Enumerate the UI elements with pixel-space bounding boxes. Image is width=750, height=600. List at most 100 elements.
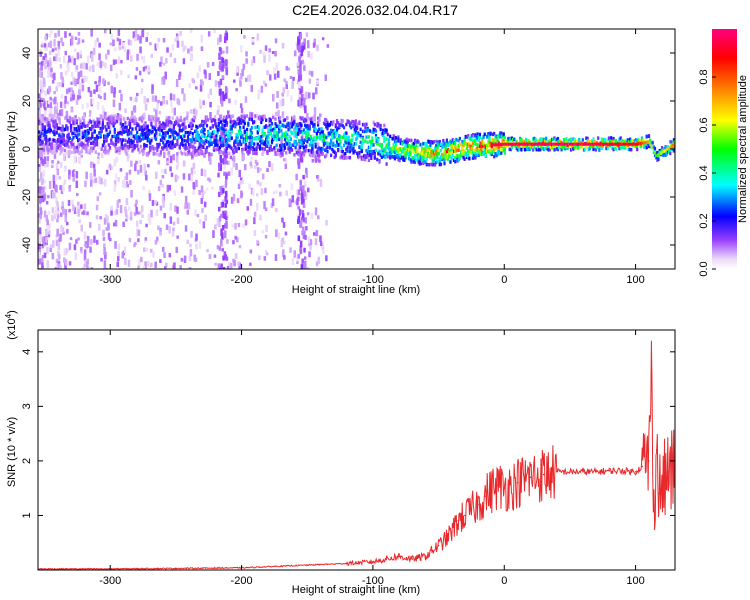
noise-cell (160, 56, 163, 64)
ridge-cell (422, 141, 425, 146)
ridge-cell (432, 162, 435, 166)
ridge-core (627, 142, 630, 146)
noise-cell (249, 111, 252, 119)
noise-cell (105, 169, 109, 175)
noise-cell (57, 251, 60, 257)
ridge-cell (181, 128, 184, 133)
noise-cell (217, 105, 220, 112)
ridge-cell (101, 118, 104, 123)
noise-cell (244, 219, 248, 226)
ridge-cell (379, 143, 382, 148)
ridge-cell (90, 141, 93, 146)
snr-frame (37, 329, 676, 571)
snr-point (424, 555, 427, 558)
noise-cell (134, 75, 138, 80)
ridge-cell (107, 143, 110, 147)
ridge-cell (266, 135, 269, 139)
ridge-cell (438, 139, 441, 144)
ridge-cell (326, 141, 329, 145)
noise-cell (43, 43, 47, 48)
ridge-cell (516, 148, 519, 152)
ridge-cell (59, 140, 62, 145)
ridge-cell (75, 135, 78, 139)
ridge-cell (307, 132, 310, 137)
snr-point (595, 471, 597, 473)
ridge-cell (435, 152, 438, 156)
ridge-core (591, 142, 594, 146)
ridge-core (520, 142, 523, 146)
ridge-cell (234, 139, 237, 143)
noise-cell (217, 263, 220, 269)
ridge-cell (74, 115, 77, 119)
ridge-cell (471, 156, 474, 160)
ridge-cell (132, 139, 135, 144)
ridge-core (670, 145, 673, 149)
ridge-cell (361, 129, 365, 134)
ridge-cell (387, 144, 391, 148)
ridge-cell (247, 121, 250, 126)
ridge-cell (55, 131, 58, 135)
ridge-cell (88, 113, 91, 118)
ridge-cell (413, 154, 417, 158)
noise-cell (144, 170, 147, 176)
ridge-cell (306, 128, 309, 132)
noise-cell (113, 87, 116, 94)
ridge-cell (664, 145, 667, 149)
noise-cell (73, 207, 77, 214)
noise-cell (203, 201, 207, 208)
ridge-cell (139, 138, 142, 142)
ridge-cell (144, 136, 147, 140)
ridge-cell (199, 123, 203, 127)
noise-cell (304, 144, 307, 153)
ridge-core (504, 142, 508, 146)
ridge-cell (397, 139, 400, 143)
noise-cell (138, 160, 142, 164)
noise-cell (172, 154, 175, 161)
ridge-cell (372, 127, 375, 132)
ridge-cell (616, 144, 619, 148)
noise-cell (59, 64, 63, 69)
noise-cell (144, 103, 148, 111)
ridge-cell (580, 145, 583, 149)
ridge-core (668, 146, 671, 150)
noise-cell (303, 247, 306, 253)
ridge-cell (345, 141, 348, 145)
noise-cell (305, 91, 308, 100)
ridge-cell (282, 144, 285, 148)
ridge-cell (513, 137, 516, 141)
noise-cell (242, 223, 245, 228)
ridge-cell (60, 128, 63, 132)
ridge-cell (312, 124, 315, 128)
ridge-cell (634, 138, 638, 142)
ridge-cell (72, 142, 75, 147)
noise-cell (299, 248, 303, 255)
ridge-cell (42, 148, 45, 152)
noise-cell (38, 203, 41, 208)
ridge-cell (165, 115, 168, 120)
ridge-cell (318, 135, 321, 140)
ridge-cell (438, 142, 441, 146)
noise-cell (76, 192, 79, 197)
ridge-cell (413, 138, 417, 143)
ridge-cell (223, 123, 226, 128)
noise-cell (90, 239, 93, 245)
noise-cell (130, 190, 133, 198)
ridge-cell (294, 126, 297, 130)
ridge-cell (216, 128, 219, 132)
ridge-cell (435, 160, 438, 165)
ridge-cell (59, 126, 62, 131)
ridge-cell (256, 142, 259, 147)
ridge-cell (147, 117, 151, 121)
ridge-cell (509, 147, 512, 152)
ridge-cell (195, 153, 198, 157)
noise-cell (141, 56, 144, 60)
noise-cell (307, 187, 310, 193)
ridge-cell (334, 154, 337, 158)
ridge-cell (45, 130, 48, 134)
ridge-cell (542, 137, 545, 142)
ridge-cell (452, 141, 456, 145)
ridge-core (555, 142, 558, 146)
ridge-cell (476, 143, 479, 147)
ridge-cell (418, 161, 421, 165)
